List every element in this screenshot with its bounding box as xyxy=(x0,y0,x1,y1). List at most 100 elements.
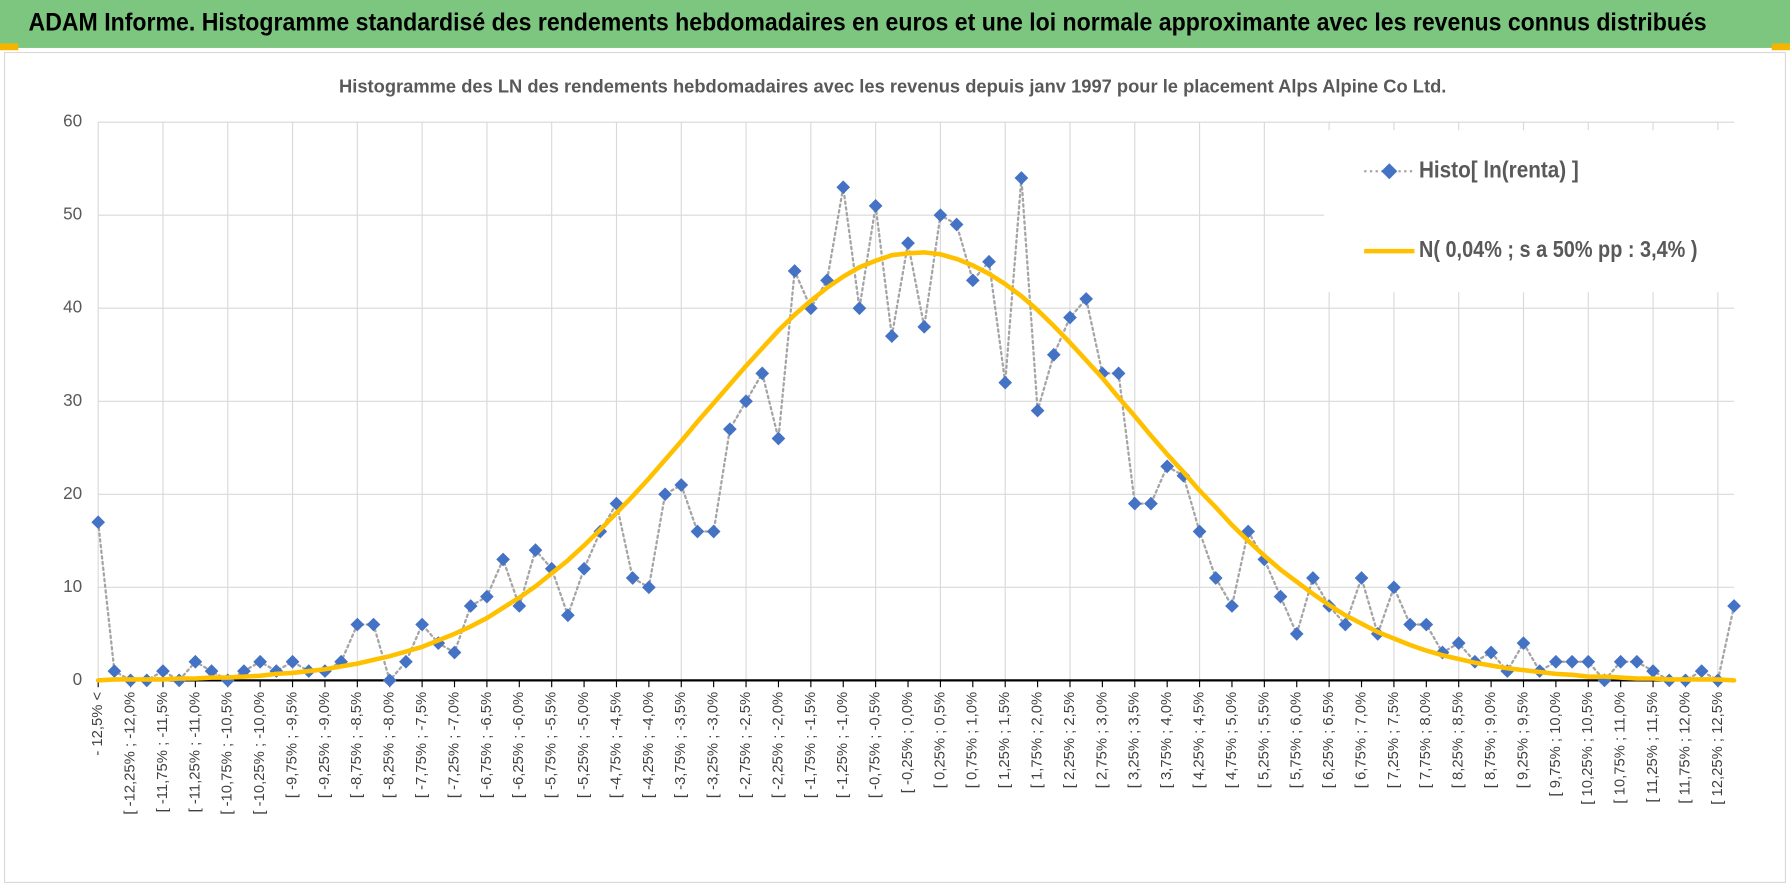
x-tick-label: [ 9,25% ; 9,5% xyxy=(1515,692,1531,788)
y-tick-label: 60 xyxy=(63,112,82,131)
point xyxy=(1516,636,1531,651)
point xyxy=(1014,171,1029,185)
legend-label: Histo[ ln(renta) ] xyxy=(1419,156,1579,182)
point xyxy=(577,561,591,576)
y-tick-label: 30 xyxy=(63,391,82,410)
x-tick-label: [ -9,25% ; -9,0% xyxy=(317,692,333,798)
point xyxy=(91,515,106,530)
corner xyxy=(1771,43,1790,51)
x-tick-label: [ -11,25% ; -11,0% xyxy=(187,692,203,813)
point xyxy=(820,273,834,288)
point xyxy=(1144,496,1158,511)
x-tick-label: [ -7,75% ; -7,5% xyxy=(414,692,430,798)
x-tick-label: [ -4,75% ; -4,5% xyxy=(608,692,624,798)
x-tick-label: [ 8,75% ; 9,0% xyxy=(1483,692,1499,788)
x-tick-label: [ -2,75% ; -2,5% xyxy=(738,692,754,798)
x-tick-label: [ -3,75% ; -3,5% xyxy=(673,692,689,798)
x-tick-label: [ -6,75% ; -6,5% xyxy=(479,692,495,798)
point xyxy=(463,599,478,613)
point xyxy=(1079,292,1094,306)
point xyxy=(852,301,867,316)
x-tick-label: [ 7,75% ; 8,0% xyxy=(1418,692,1434,788)
point xyxy=(350,617,365,632)
x-tick-label: [ -5,25% ; -5,0% xyxy=(576,692,592,798)
title-bar xyxy=(0,0,1790,48)
x-tick-label: [ 1,75% ; 2,0% xyxy=(1030,692,1046,788)
point xyxy=(480,589,494,604)
y-tick-label: 20 xyxy=(63,484,82,503)
x-tick-label: [ -1,75% ; -1,5% xyxy=(803,692,819,798)
chart-title: Histogramme des LN des rendements hebdom… xyxy=(339,76,1446,97)
corner xyxy=(0,43,19,51)
y-tick-label: 10 xyxy=(63,577,82,596)
x-tick-label: [ -7,25% ; -7,0% xyxy=(446,692,462,798)
x-tick-label: [ 10,75% ; 11,0% xyxy=(1613,692,1629,804)
x-tick-label: [ 5,75% ; 6,0% xyxy=(1289,692,1305,788)
x-tick-label: [ 4,25% ; 4,5% xyxy=(1191,692,1207,788)
point xyxy=(1225,599,1239,613)
x-tick-label: [ -10,25% ; -10,0% xyxy=(252,692,268,815)
x-tick-label: [ -2,25% ; -2,0% xyxy=(770,692,786,798)
point xyxy=(1111,366,1126,381)
point xyxy=(1451,636,1466,651)
point xyxy=(949,217,964,232)
point xyxy=(723,422,737,437)
x-tick-label: [ -0,25% ; 0,0% xyxy=(900,692,916,793)
point xyxy=(1160,459,1175,474)
x-tick-label: [ -9,75% ; -9,5% xyxy=(284,692,300,798)
x-tick-label: [ 1,25% ; 1,5% xyxy=(997,692,1013,788)
x-tick-label: [ -1,25% ; -1,0% xyxy=(835,692,851,798)
x-tick-label: [ 3,25% ; 3,5% xyxy=(1127,692,1143,788)
point xyxy=(755,366,770,381)
x-tick-label: [ 7,25% ; 7,5% xyxy=(1386,692,1402,788)
x-tick-label: [ 12,25% ; 12,5% xyxy=(1710,692,1726,805)
legend-label: N( 0,04% ; s a 50% pp : 3,4% ) xyxy=(1419,236,1698,262)
x-tick-label: [ -11,75% ; -11,5% xyxy=(155,692,171,813)
point xyxy=(415,617,429,632)
point xyxy=(512,599,527,613)
x-tick-label: [ 9,75% ; 10,0% xyxy=(1548,692,1564,797)
x-tick-label: [ 2,25% ; 2,5% xyxy=(1062,692,1078,788)
y-tick-label: 0 xyxy=(73,670,83,689)
x-tick-label: [ -0,75% ; -0,5% xyxy=(868,692,884,798)
x-tick-label: [ 0,25% ; 0,5% xyxy=(932,692,948,788)
series-line xyxy=(95,250,1737,683)
x-tick-label: [ 4,75% ; 5,0% xyxy=(1224,692,1240,788)
point xyxy=(884,329,899,343)
point xyxy=(787,264,802,278)
x-tick-label: [ 8,25% ; 8,5% xyxy=(1451,692,1467,788)
point xyxy=(982,254,996,269)
x-tick-label: - 12,5% < xyxy=(90,692,106,756)
x-tick-label: [ -8,75% ; -8,5% xyxy=(349,692,365,798)
x-tick-label: [ -10,75% ; -10,5% xyxy=(220,692,236,815)
point xyxy=(496,552,510,567)
x-tick-label: [ 2,75% ; 3,0% xyxy=(1094,692,1110,788)
point xyxy=(1403,617,1417,632)
point xyxy=(1289,627,1304,641)
x-tick-label: [ 11,75% ; 12,0% xyxy=(1677,692,1693,804)
y-tick-label: 50 xyxy=(63,205,82,224)
y-tick-label: 40 xyxy=(63,298,82,317)
x-tick-label: [ -8,25% ; -8,0% xyxy=(382,692,398,798)
point xyxy=(366,617,381,632)
x-tick-label: [ -12,25% ; -12,0% xyxy=(122,692,138,815)
x-tick-label: [ 6,75% ; 7,0% xyxy=(1353,692,1369,788)
x-tick-label: [ 10,25% ; 10,5% xyxy=(1580,692,1596,805)
x-tick-label: [ 6,25% ; 6,5% xyxy=(1321,692,1337,788)
x-tick-label: [ -3,25% ; -3,0% xyxy=(706,692,722,798)
point xyxy=(917,319,932,334)
x-tick-label: [ 0,75% ; 1,0% xyxy=(965,692,981,788)
page-title: ADAM Informe. Histogramme standardisé de… xyxy=(29,9,1707,37)
point xyxy=(658,487,672,502)
x-tick-label: [ -4,25% ; -4,0% xyxy=(641,692,657,798)
point xyxy=(561,608,575,623)
x-tick-label: [ 11,25% ; 11,5% xyxy=(1645,692,1661,803)
legend-box xyxy=(1324,130,1736,293)
x-tick-label: [ -5,75% ; -5,5% xyxy=(544,692,560,798)
point xyxy=(1273,589,1288,604)
legend-marker xyxy=(1381,163,1398,180)
point xyxy=(1046,347,1061,362)
x-tick-label: [ -6,25% ; -6,0% xyxy=(511,692,527,798)
x-tick-label: [ 5,25% ; 5,5% xyxy=(1256,692,1272,788)
